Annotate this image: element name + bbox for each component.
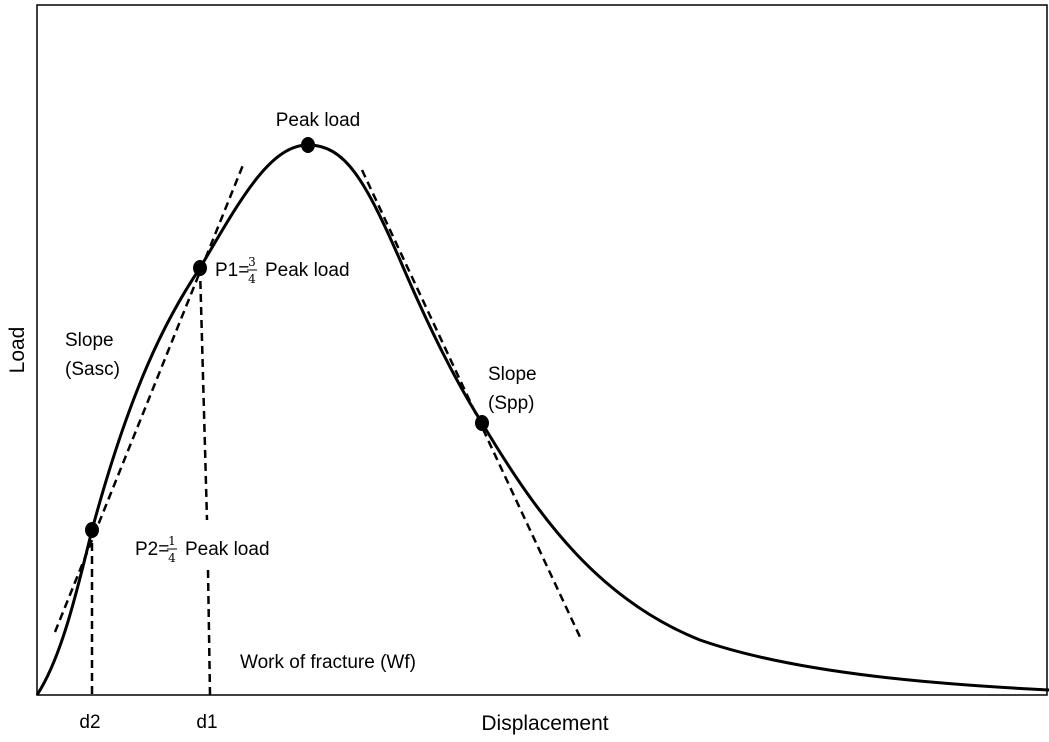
p1-denominator: 4 — [248, 272, 256, 286]
load-curve — [35, 143, 1049, 696]
slope-asc-label: Slope — [65, 330, 114, 351]
point-p2 — [85, 522, 99, 538]
point-p1 — [193, 260, 207, 276]
d2-label: d2 — [79, 712, 100, 733]
p1-numerator: 3 — [248, 255, 256, 269]
p1-prefix: P1= — [215, 260, 249, 281]
x-axis-label: Displacement — [481, 712, 608, 735]
p2-prefix: P2= — [135, 539, 169, 560]
post-peak-tangent — [360, 169, 582, 638]
d1-label: d1 — [196, 712, 217, 733]
p2-suffix: Peak load — [185, 539, 270, 560]
y-axis-label: Load — [6, 327, 29, 374]
p1-suffix: Peak load — [265, 260, 350, 281]
point-spp — [475, 415, 489, 431]
plot-frame — [36, 4, 1048, 696]
slope-pp-label: Slope — [488, 364, 537, 385]
d1-line — [206, 569, 212, 696]
ascending-tangent — [53, 164, 245, 633]
d1-line — [198, 267, 209, 521]
point-peak — [301, 137, 315, 153]
peak-label: Peak load — [276, 110, 361, 131]
slope-asc-label: (Sasc) — [65, 359, 120, 380]
slope-pp-label: (Spp) — [488, 393, 534, 414]
p2-denominator: 4 — [168, 551, 176, 565]
p2-numerator: 1 — [168, 534, 176, 548]
work-label: Work of fracture (Wf) — [240, 652, 416, 673]
